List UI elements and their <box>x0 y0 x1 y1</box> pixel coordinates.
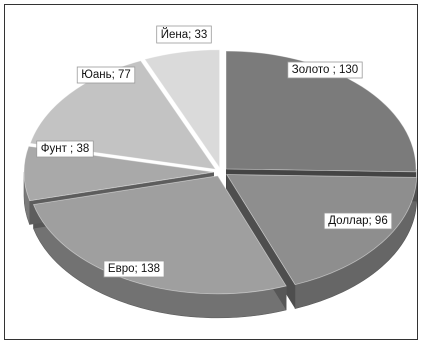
slice-Йена <box>144 49 220 170</box>
slice-label-box-1 <box>323 212 393 230</box>
slice-label-box-2 <box>103 260 165 278</box>
pie-labels: Золото ; 130 Доллар; 96 Евро; 138 Фунт ; 38… <box>36 25 393 278</box>
slice-label-box-4 <box>76 66 136 84</box>
slice-Доллар <box>225 174 418 286</box>
pie-tops <box>23 49 418 295</box>
slice-Золото <box>225 50 417 173</box>
slice-label-box-0 <box>287 61 363 79</box>
slice-label-5: Йена; 33 <box>161 28 208 41</box>
slice-label-4: Юань; 77 <box>81 69 131 81</box>
slice-label-2: Евро; 138 <box>108 263 160 275</box>
slice-label-box-3 <box>36 140 94 158</box>
slice-Фунт <box>23 145 215 202</box>
slice-Евро <box>32 175 287 295</box>
slice-label-box-5 <box>156 25 212 44</box>
slice-label-0: Золото ; 130 <box>292 64 358 76</box>
slice-label-3: Фунт ; 38 <box>41 143 90 155</box>
slice-label-1: Доллар; 96 <box>328 215 387 227</box>
